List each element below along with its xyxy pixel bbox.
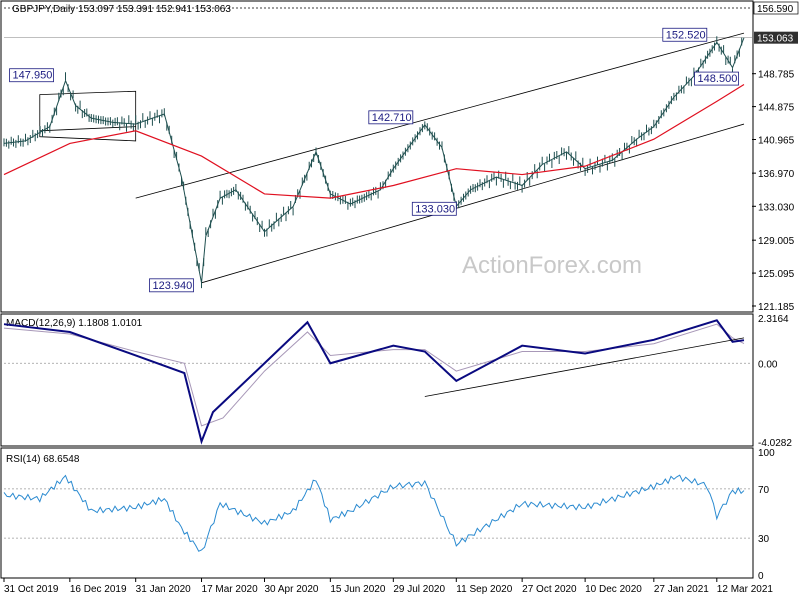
channel-trendline: [135, 32, 745, 199]
watermark: ActionForex.com: [462, 252, 642, 279]
price-annotation-label: 152.520: [666, 29, 706, 41]
date-axis-tick: 29 Jul 2020: [393, 584, 445, 595]
rsi-title: RSI(14) 68.6548: [6, 454, 80, 465]
ohlc-text: 153.097 153.391 152.941 153.063: [78, 4, 231, 15]
price-close-line: [3, 37, 745, 283]
macd-axis-tick: 2.3164: [758, 314, 789, 325]
date-axis-tick: 15 Jun 2020: [330, 584, 385, 595]
timeframe-text: Daily: [53, 4, 75, 15]
level-price-marker: [753, 1, 799, 15]
rsi-axis-tick: 0: [758, 571, 764, 582]
current-price-label: 153.063: [757, 34, 794, 45]
price-annotation-label: 133.030: [415, 203, 455, 215]
macd-trendline: [424, 337, 745, 397]
macd-panel-frame: [0, 313, 754, 447]
price-axis-tick: 144.875: [758, 103, 795, 114]
price-axis-tick: 136.970: [758, 169, 795, 180]
channel-trendline: [39, 126, 136, 132]
macd-main-line: [3, 319, 745, 445]
rsi-line: [3, 474, 745, 552]
date-axis-tick: 12 Mar 2021: [717, 584, 774, 595]
rsi-panel-frame: [0, 447, 754, 579]
price-axis-tick: 148.785: [758, 70, 795, 81]
date-axis-tick: 16 Dec 2019: [70, 584, 127, 595]
price-annotation-box: [149, 278, 194, 293]
rsi-axis-tick: 70: [758, 485, 770, 496]
channel-trendline: [201, 123, 745, 284]
price-axis-tick: 140.965: [758, 136, 795, 147]
price-axis-tick: 129.005: [758, 236, 795, 247]
price-annotation-box: [9, 68, 54, 83]
price-candles: [3, 36, 743, 289]
date-axis-tick: 31 Oct 2019: [4, 584, 59, 595]
current-price-marker: [754, 31, 798, 44]
macd-signal-line: [3, 323, 745, 427]
price-annotation-label: 123.940: [153, 280, 193, 292]
date-axis-tick: 30 Apr 2020: [265, 584, 319, 595]
date-axis-tick: 10 Dec 2020: [585, 584, 642, 595]
moving-average-line: [3, 83, 745, 199]
date-axis-tick: 31 Jan 2020: [136, 584, 191, 595]
macd-axis-tick: -4.0282: [758, 438, 792, 449]
date-axis-tick: 17 Mar 2020: [202, 584, 259, 595]
price-annotation-label: 148.500: [698, 73, 738, 85]
rsi-axis-tick: 100: [758, 448, 775, 459]
price-panel-frame: [0, 0, 754, 313]
header-symbol: GBPJPY,Daily 153.097 153.391 152.941 153…: [12, 4, 231, 15]
consolidation-box: [39, 90, 137, 142]
price-annotation-box: [411, 201, 457, 216]
price-annotation-box: [662, 27, 708, 42]
macd-axis-tick: 0.00: [758, 359, 778, 370]
date-axis-tick: 27 Jan 2021: [654, 584, 709, 595]
price-annotation-label: 147.950: [13, 70, 53, 82]
macd-title: MACD(12,26,9) 1.1808 1.0101: [6, 318, 143, 329]
price-axis-tick: 121.185: [758, 302, 795, 313]
price-annotation-label: 142.710: [372, 112, 412, 124]
date-axis-tick: 27 Oct 2020: [522, 584, 577, 595]
symbol-text: GBPJPY: [12, 4, 52, 15]
price-axis-tick: 133.030: [758, 202, 795, 213]
date-axis-tick: 11 Sep 2020: [456, 584, 512, 595]
rsi-axis-tick: 30: [758, 534, 770, 545]
price-annotation-box: [694, 71, 739, 86]
chart-layers: 156.590 153.063 148.785 144.875 140.965 136.9…: [3, 1, 799, 595]
price-axis-tick: 125.095: [758, 269, 795, 280]
price-axis-tick: 156.590: [757, 4, 794, 15]
price-annotation-box: [368, 110, 414, 125]
